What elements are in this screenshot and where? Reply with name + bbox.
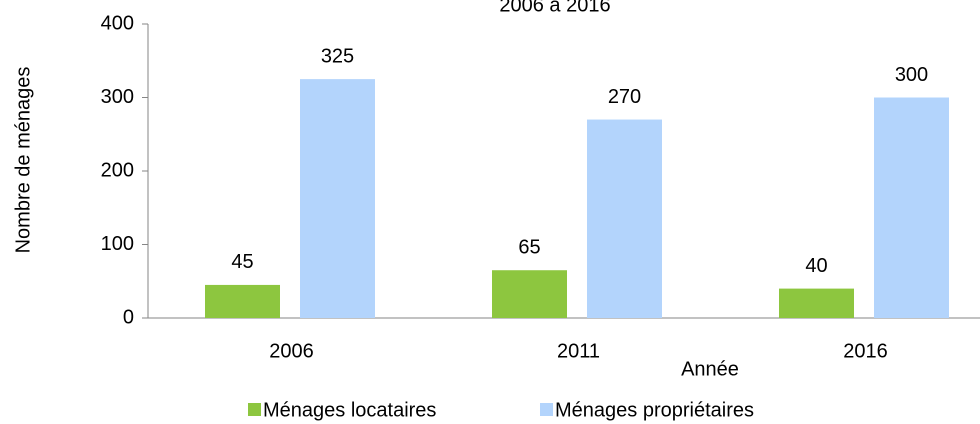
y-axis-label: Nombre de ménages	[12, 67, 34, 254]
x-axis-label: Année	[681, 358, 739, 380]
data-label: 325	[321, 45, 354, 67]
y-tick-label: 0	[123, 306, 134, 328]
bar	[205, 284, 280, 318]
y-tick-label: 300	[101, 86, 134, 108]
data-label: 65	[518, 237, 540, 259]
chart-title: 2006 à 2016	[499, 0, 610, 16]
x-tick-label: 2011	[557, 340, 600, 362]
data-label: 270	[608, 86, 641, 108]
bar	[874, 97, 949, 318]
x-tick-label: 2006	[269, 340, 314, 362]
bar	[300, 79, 375, 318]
legend-label: Ménages locataires	[263, 399, 436, 421]
legend-swatch	[540, 403, 553, 416]
bar	[779, 288, 854, 318]
y-tick-label: 200	[101, 159, 134, 181]
bar	[492, 270, 567, 318]
y-tick-label: 400	[101, 12, 134, 34]
legend-label: Ménages propriétaires	[555, 399, 754, 421]
data-label: 40	[805, 255, 827, 277]
data-label: 45	[231, 251, 253, 273]
bar	[587, 119, 662, 318]
x-tick-label: 2016	[843, 340, 888, 362]
legend-swatch	[248, 403, 261, 416]
data-label: 300	[895, 64, 928, 86]
y-tick-label: 100	[101, 233, 134, 255]
